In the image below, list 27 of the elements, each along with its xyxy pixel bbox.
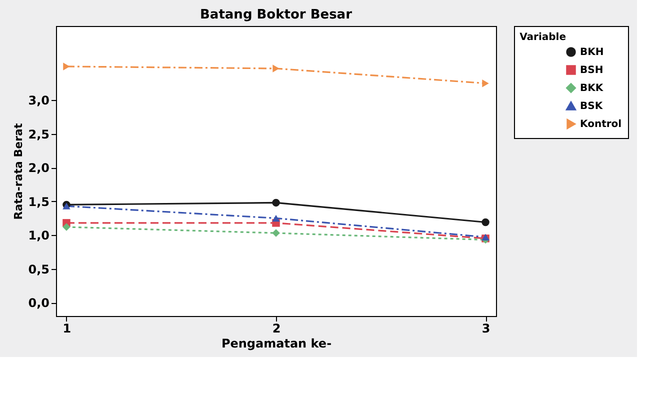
legend-label: BSK bbox=[580, 101, 604, 112]
point bbox=[272, 64, 280, 72]
point bbox=[272, 214, 280, 222]
y-tick-label: 0,0 bbox=[28, 296, 50, 310]
point bbox=[272, 198, 280, 207]
x-tick-label: 1 bbox=[62, 322, 72, 336]
x-tick-label: 2 bbox=[272, 322, 281, 336]
point bbox=[62, 223, 70, 231]
y-axis-title: Rata-rata Berat bbox=[12, 123, 26, 220]
point bbox=[63, 62, 70, 70]
point bbox=[272, 229, 280, 237]
legend-label: BKK bbox=[580, 83, 604, 94]
legend-label: BKH bbox=[580, 47, 604, 58]
y-tick-label: 3,0 bbox=[28, 94, 50, 108]
y-tick-label: 1,0 bbox=[28, 228, 50, 243]
y-tick-label: 0,5 bbox=[28, 262, 50, 276]
legend-title: Variable bbox=[520, 32, 566, 43]
y-tick-label: 2,0 bbox=[28, 161, 50, 176]
legend-label: BSH bbox=[580, 65, 604, 76]
x-axis-title: Pengamatan ke- bbox=[221, 336, 332, 350]
point bbox=[482, 79, 489, 88]
y-tick-label: 2,5 bbox=[28, 127, 50, 142]
legend-label: Kontrol bbox=[580, 119, 622, 130]
point bbox=[482, 218, 490, 226]
y-tick-label: 1,5 bbox=[28, 194, 50, 209]
chart-title: Batang Boktor Besar bbox=[200, 8, 353, 22]
x-tick-label: 3 bbox=[482, 322, 490, 336]
